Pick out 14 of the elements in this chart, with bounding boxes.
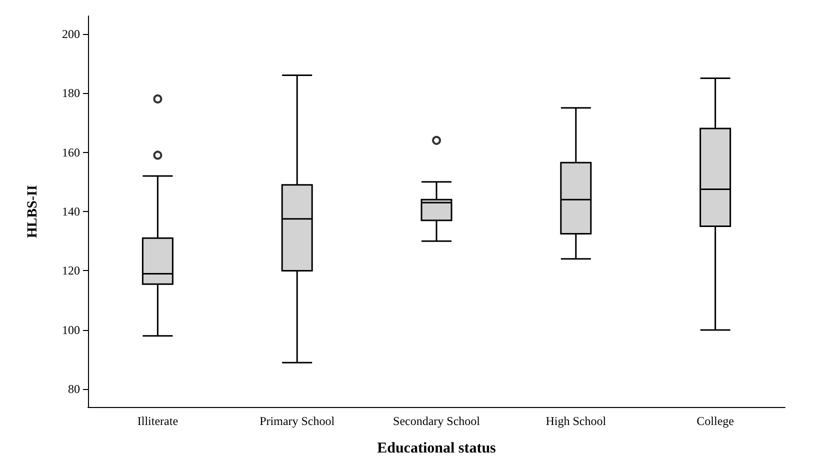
- x-tick-label: College: [696, 414, 734, 428]
- y-axis-title: HLBS-II: [26, 185, 40, 238]
- y-tick-label: 160: [62, 145, 80, 160]
- x-tick-label: Secondary School: [393, 414, 481, 428]
- x-axis-title: Educational status: [377, 440, 496, 456]
- y-tick-label: 200: [62, 26, 80, 41]
- y-tick-label: 80: [68, 382, 80, 396]
- x-tick-label: Illiterate: [137, 414, 178, 428]
- y-tick-label: 180: [62, 86, 80, 100]
- y-tick-label: 100: [62, 322, 80, 337]
- y-tick-label: 140: [62, 204, 80, 218]
- y-tick-label: 120: [62, 264, 80, 278]
- x-tick-label: Primary School: [260, 414, 336, 428]
- x-tick-label: High School: [546, 414, 607, 428]
